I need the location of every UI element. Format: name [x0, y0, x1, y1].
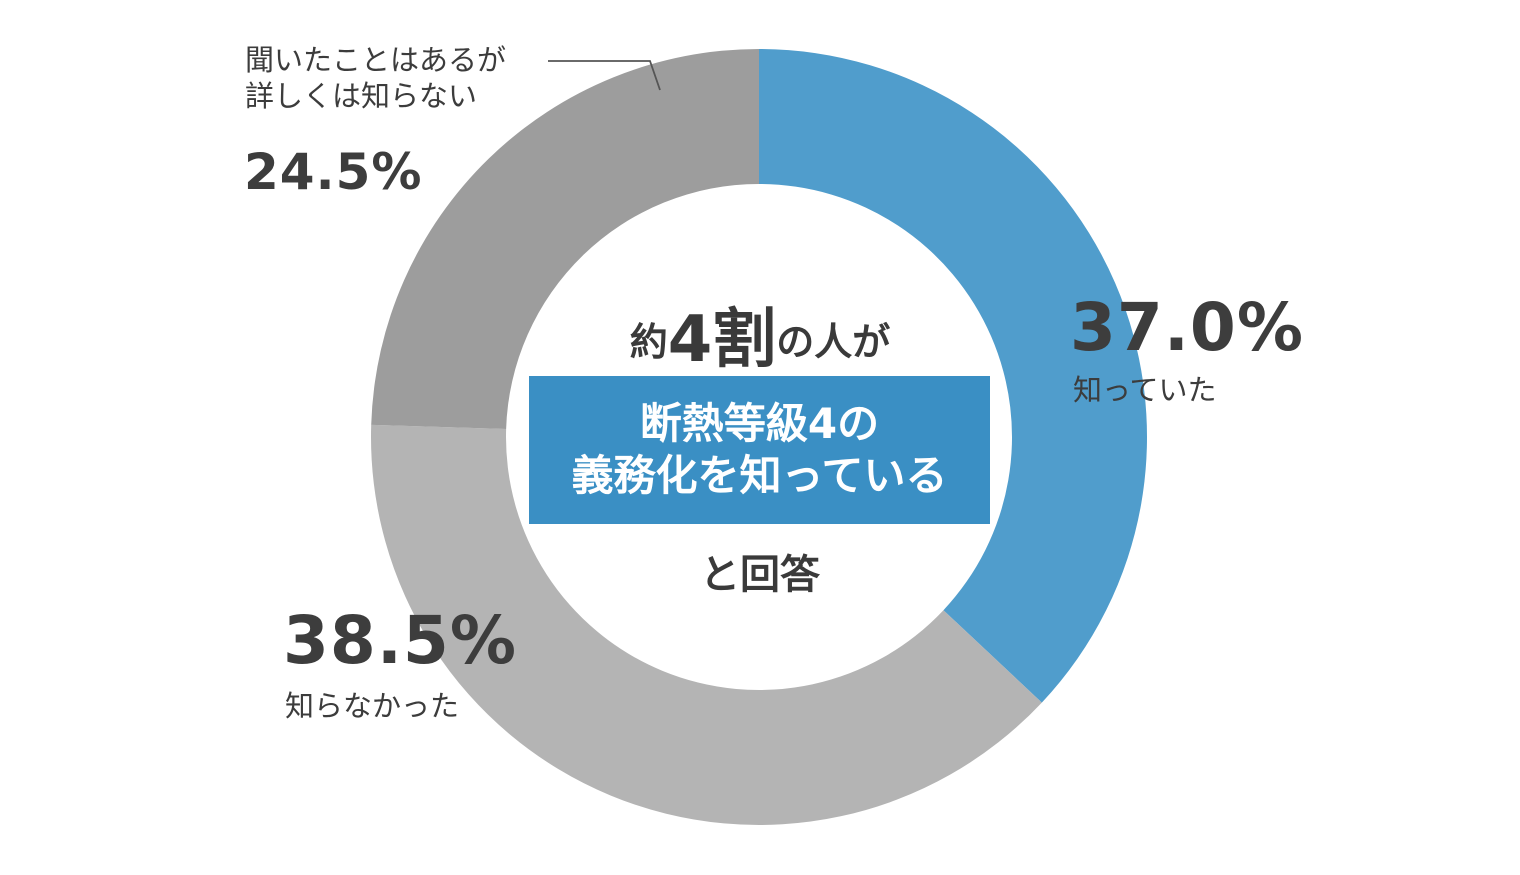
heard-text-line2: 詳しくは知らない — [245, 79, 478, 114]
heard-text-line1: 聞いたことはあるが — [245, 43, 507, 77]
center-emphasis: 4割 — [667, 303, 777, 377]
known-percent-label: 37.0% — [1070, 289, 1304, 366]
heard-percent-label: 24.5% — [244, 143, 423, 201]
center-box-line2: 義務化を知っている — [571, 451, 948, 500]
center-answer-text: と回答 — [700, 552, 820, 598]
donut-slice-2 — [371, 424, 1042, 825]
unknown-text-label: 知らなかった — [285, 689, 460, 723]
leader-line — [548, 60, 661, 91]
donut-slice-1 — [759, 49, 1147, 703]
center-suffix: の人が — [776, 320, 891, 364]
heard-text-label: 聞いたことはあるが 詳しくは知らない — [245, 42, 506, 115]
known-text-label: 知っていた — [1073, 373, 1217, 407]
center-headline: 約4割の人が — [560, 288, 960, 380]
donut-slice-3 — [371, 49, 759, 430]
center-highlight-box: 断熱等級4の 義務化を知っている — [529, 376, 990, 524]
center-prefix: 約 — [629, 320, 668, 364]
unknown-percent-label: 38.5% — [283, 602, 517, 679]
center-box-line1: 断熱等級4の — [639, 398, 880, 448]
